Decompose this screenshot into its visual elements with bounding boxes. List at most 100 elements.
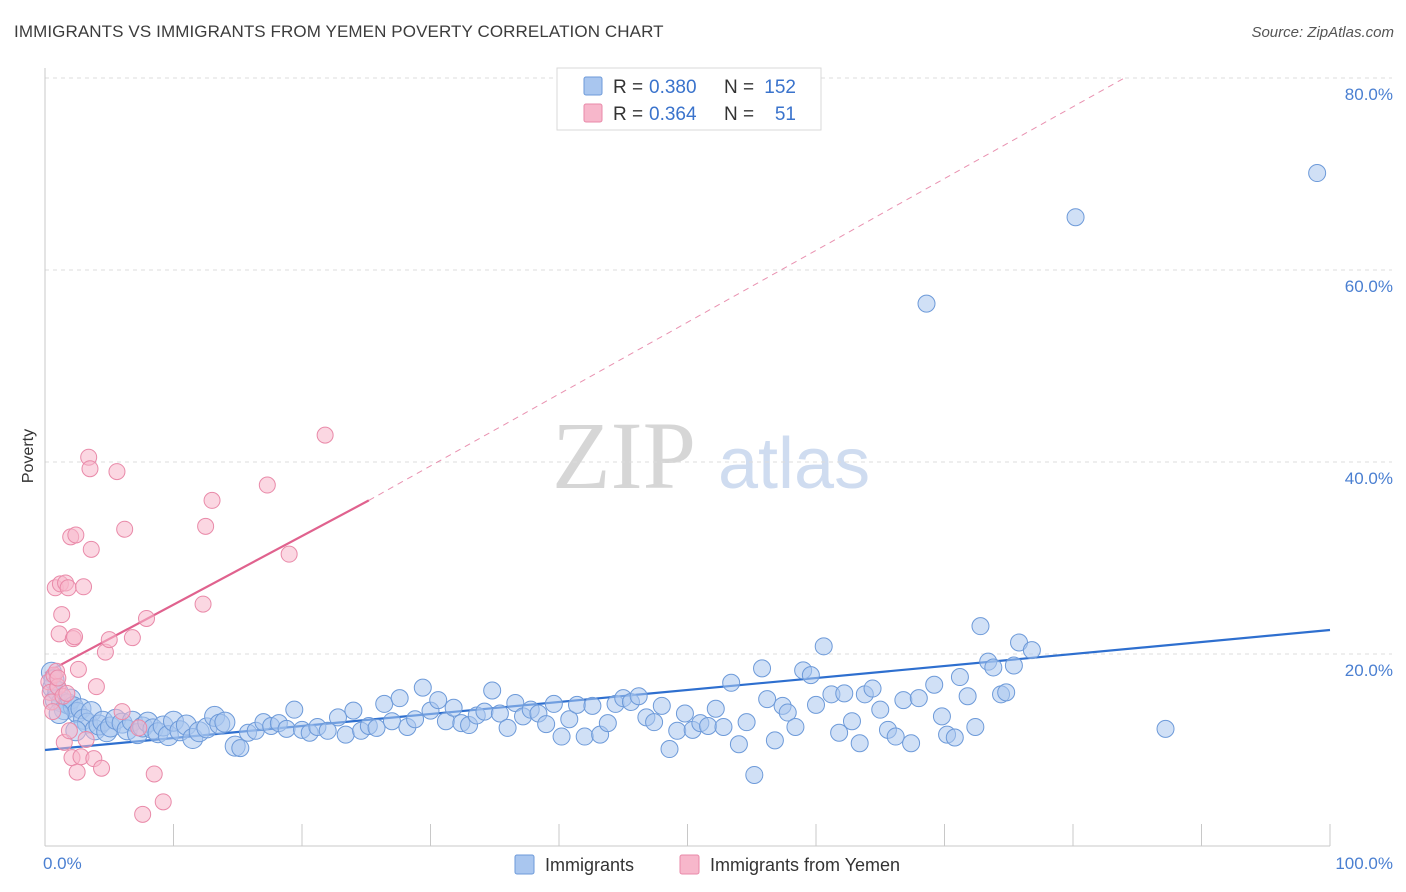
immigrants-point xyxy=(909,689,928,708)
immigrants-point xyxy=(1308,164,1327,183)
immigrants-point xyxy=(917,294,936,313)
data-points xyxy=(40,164,1327,823)
yemen-point xyxy=(280,545,298,563)
grid-lines xyxy=(45,77,1392,655)
bottom-legend-immigrants: Immigrants xyxy=(545,855,634,875)
immigrants-point xyxy=(328,708,347,727)
immigrants-point xyxy=(950,668,969,687)
immigrants-point xyxy=(598,714,617,733)
immigrants-point xyxy=(737,713,756,732)
immigrants-point xyxy=(382,712,401,731)
immigrants-point xyxy=(652,696,671,715)
immigrants-point xyxy=(367,718,386,737)
legend-swatch-immigrants xyxy=(583,76,603,96)
immigrants-point xyxy=(344,701,363,720)
immigrants-series xyxy=(40,164,1327,784)
watermark: ZIP atlas xyxy=(552,402,870,509)
immigrants-point xyxy=(958,687,977,706)
legend-n-label: N = xyxy=(724,104,754,125)
yemen-point xyxy=(138,609,156,627)
immigrants-point xyxy=(871,700,890,719)
yemen-point xyxy=(69,660,87,678)
yemen-point xyxy=(113,703,131,721)
immigrants-point xyxy=(318,721,337,740)
immigrants-point xyxy=(729,735,748,754)
yemen-trend-extension xyxy=(368,77,1125,501)
immigrants-point xyxy=(231,739,250,758)
immigrants-point xyxy=(552,727,571,746)
immigrants-point xyxy=(835,684,854,703)
legend-swatch-yemen xyxy=(583,103,603,123)
y-tick-label: 60.0% xyxy=(1345,277,1393,296)
legend-r-label: R = xyxy=(613,104,643,125)
yemen-point xyxy=(93,759,111,777)
immigrants-point xyxy=(722,673,741,692)
yemen-point xyxy=(50,625,68,643)
immigrants-point xyxy=(863,679,882,698)
y-tick-label: 20.0% xyxy=(1345,661,1393,680)
immigrants-point xyxy=(214,711,236,733)
y-tick-label: 80.0% xyxy=(1345,85,1393,104)
yemen-point xyxy=(77,730,95,748)
yemen-point xyxy=(82,540,100,558)
immigrants-point xyxy=(714,717,733,736)
immigrants-point xyxy=(971,617,990,636)
legend-r-value: 0.364 xyxy=(649,104,697,125)
y-tick-label: 40.0% xyxy=(1345,469,1393,488)
immigrants-point xyxy=(336,725,355,744)
yemen-point xyxy=(67,526,85,544)
immigrants-point xyxy=(786,717,805,736)
yemen-trend-line xyxy=(44,499,370,675)
yemen-point xyxy=(154,793,172,811)
immigrants-point xyxy=(375,694,394,713)
immigrants-point xyxy=(850,734,869,753)
chart-title: IMMIGRANTS VS IMMIGRANTS FROM YEMEN POVE… xyxy=(14,22,664,41)
legend-r-value: 0.380 xyxy=(649,77,697,98)
immigrants-point xyxy=(966,717,985,736)
yemen-point xyxy=(100,631,118,649)
yemen-series xyxy=(40,426,334,823)
immigrants-point xyxy=(745,765,764,784)
yemen-point xyxy=(75,578,93,596)
immigrants-point xyxy=(277,719,296,738)
yemen-point xyxy=(53,606,71,624)
yemen-point xyxy=(87,678,105,696)
yemen-point xyxy=(81,460,99,478)
immigrants-point xyxy=(660,740,679,759)
yemen-point xyxy=(197,517,215,535)
immigrants-point xyxy=(814,637,833,656)
yemen-point xyxy=(145,765,163,783)
yemen-point xyxy=(116,520,134,538)
yemen-point xyxy=(203,491,221,509)
immigrants-point xyxy=(830,723,849,742)
yemen-point xyxy=(58,684,76,702)
immigrants-point xyxy=(498,718,517,737)
immigrants-point xyxy=(475,702,494,721)
immigrants-point xyxy=(668,721,687,740)
bottom-legend-swatch-yemen xyxy=(679,854,700,875)
bottom-legend-yemen: Immigrants from Yemen xyxy=(710,855,900,875)
immigrants-point xyxy=(1004,656,1023,675)
immigrants-point xyxy=(390,689,409,708)
yemen-point xyxy=(108,463,126,481)
immigrants-point xyxy=(483,681,502,700)
immigrants-point xyxy=(945,728,964,747)
immigrants-point xyxy=(753,659,772,678)
immigrants-point xyxy=(444,698,463,717)
yemen-point xyxy=(258,476,276,494)
source-credit: Source: ZipAtlas.com xyxy=(1251,24,1394,41)
immigrants-point xyxy=(629,687,648,706)
immigrants-point xyxy=(765,731,784,750)
immigrants-point xyxy=(1156,719,1175,738)
immigrants-point xyxy=(925,675,944,694)
legend-r-label: R = xyxy=(613,77,643,98)
bottom-legend-swatch-immigrants xyxy=(514,854,535,875)
immigrants-point xyxy=(567,695,586,714)
immigrants-point xyxy=(984,658,1003,677)
immigrants-point xyxy=(801,666,820,685)
immigrants-point xyxy=(429,691,448,710)
tick-labels: 20.0% 40.0% 60.0% 80.0% 0.0% 100.0% xyxy=(43,85,1393,873)
immigrants-point xyxy=(1022,641,1041,660)
immigrants-point xyxy=(490,704,509,723)
watermark-atlas: atlas xyxy=(718,424,870,504)
